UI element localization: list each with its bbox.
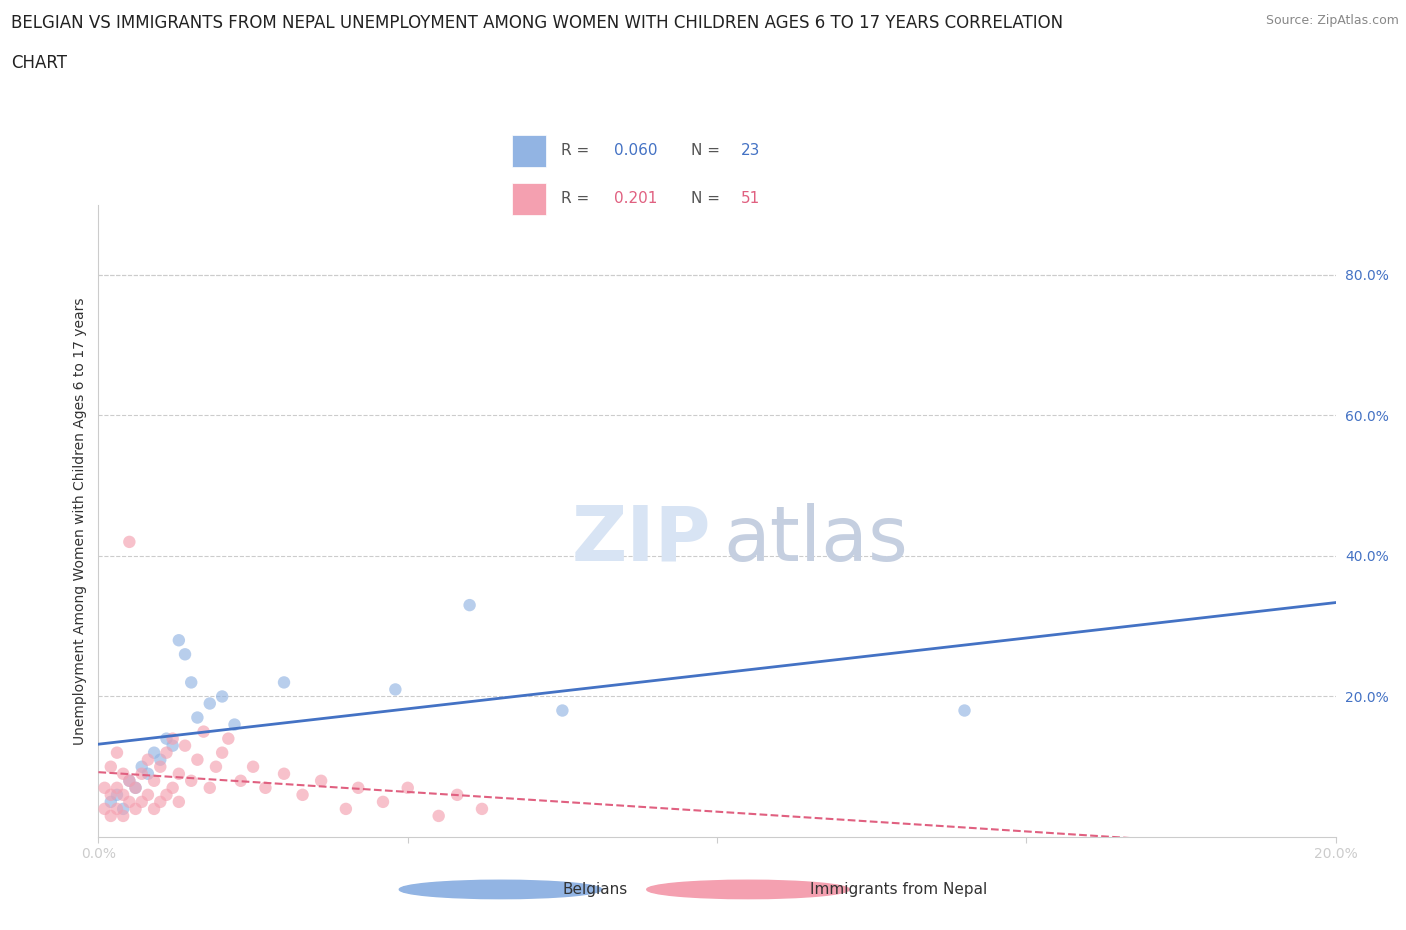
Point: [105, 780, 128, 795]
Point: [186, 711, 208, 725]
Point: [149, 794, 172, 809]
Point: [174, 647, 197, 662]
Point: [105, 802, 128, 817]
Point: [100, 808, 122, 823]
Point: [124, 780, 146, 795]
Bar: [512, 135, 546, 166]
Point: [112, 808, 135, 823]
Text: 23: 23: [741, 143, 759, 158]
Point: [371, 794, 394, 809]
Circle shape: [647, 880, 849, 898]
Point: [93, 780, 115, 795]
Point: [193, 724, 215, 739]
Point: [149, 759, 172, 774]
Point: [471, 802, 494, 817]
Text: Immigrants from Nepal: Immigrants from Nepal: [810, 882, 987, 897]
Point: [551, 703, 574, 718]
Point: [198, 780, 221, 795]
Point: [118, 535, 141, 550]
Point: [112, 802, 135, 817]
Text: R =: R =: [561, 143, 595, 158]
Point: [143, 774, 166, 789]
Text: N =: N =: [690, 192, 724, 206]
Point: [446, 788, 468, 803]
Point: [229, 774, 252, 789]
Point: [155, 731, 177, 746]
Point: [174, 738, 197, 753]
Point: [384, 682, 406, 697]
Point: [180, 774, 202, 789]
Point: [100, 788, 122, 803]
Point: [273, 766, 295, 781]
Point: [198, 696, 221, 711]
Point: [167, 794, 190, 809]
Point: [100, 794, 122, 809]
Point: [427, 808, 450, 823]
Point: [136, 752, 159, 767]
Text: BELGIAN VS IMMIGRANTS FROM NEPAL UNEMPLOYMENT AMONG WOMEN WITH CHILDREN AGES 6 T: BELGIAN VS IMMIGRANTS FROM NEPAL UNEMPLO…: [11, 14, 1063, 32]
Point: [162, 780, 184, 795]
Point: [291, 788, 314, 803]
Point: [118, 774, 141, 789]
Point: [149, 752, 172, 767]
Point: [347, 780, 370, 795]
Point: [100, 759, 122, 774]
Point: [953, 703, 976, 718]
Point: [124, 780, 146, 795]
Point: [112, 788, 135, 803]
Text: N =: N =: [690, 143, 724, 158]
Point: [112, 766, 135, 781]
Point: [162, 731, 184, 746]
Point: [118, 794, 141, 809]
Point: [131, 794, 153, 809]
Point: [155, 745, 177, 760]
Y-axis label: Unemployment Among Women with Children Ages 6 to 17 years: Unemployment Among Women with Children A…: [73, 297, 87, 745]
Point: [254, 780, 277, 795]
Point: [162, 738, 184, 753]
Point: [118, 774, 141, 789]
Text: 0.060: 0.060: [613, 143, 657, 158]
Text: CHART: CHART: [11, 54, 67, 72]
Bar: [512, 183, 546, 215]
Point: [458, 598, 481, 613]
Point: [124, 802, 146, 817]
Point: [143, 745, 166, 760]
Text: R =: R =: [561, 192, 595, 206]
Point: [143, 802, 166, 817]
Point: [167, 632, 190, 647]
Point: [211, 689, 233, 704]
Point: [131, 766, 153, 781]
Point: [131, 759, 153, 774]
Circle shape: [399, 880, 602, 898]
Text: Belgians: Belgians: [562, 882, 627, 897]
Text: ZIP: ZIP: [571, 503, 711, 577]
Point: [335, 802, 357, 817]
Point: [396, 780, 419, 795]
Point: [93, 802, 115, 817]
Text: 51: 51: [741, 192, 759, 206]
Point: [155, 788, 177, 803]
Text: Source: ZipAtlas.com: Source: ZipAtlas.com: [1265, 14, 1399, 27]
Point: [205, 759, 228, 774]
Point: [105, 788, 128, 803]
Point: [180, 675, 202, 690]
Point: [167, 766, 190, 781]
Point: [309, 774, 332, 789]
Point: [186, 752, 208, 767]
Point: [273, 675, 295, 690]
Point: [217, 731, 239, 746]
Text: 0.201: 0.201: [613, 192, 657, 206]
Point: [242, 759, 264, 774]
Point: [224, 717, 246, 732]
Point: [136, 788, 159, 803]
Point: [136, 766, 159, 781]
Text: atlas: atlas: [723, 503, 908, 577]
Point: [211, 745, 233, 760]
Point: [105, 745, 128, 760]
